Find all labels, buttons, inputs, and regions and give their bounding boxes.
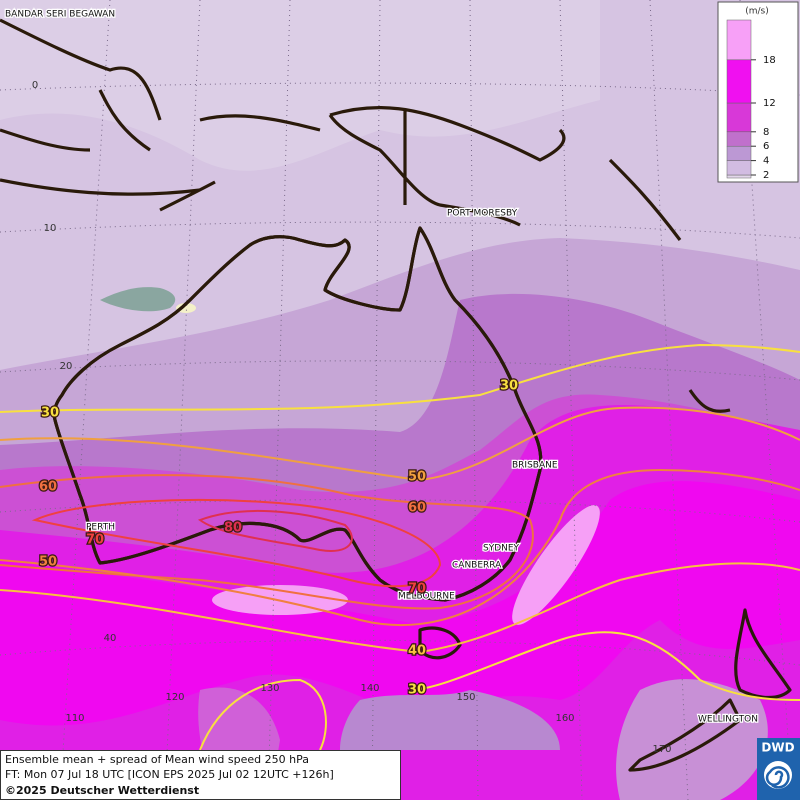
latitude-label: 20 [60, 361, 73, 372]
field-patch [0, 481, 800, 726]
field-patch [0, 0, 600, 171]
legend-swatch [726, 145, 752, 161]
field-patch [100, 287, 176, 312]
coastlines [0, 18, 792, 772]
footer-copyright: ©2025 Deutscher Wetterdienst [5, 784, 199, 797]
grid-labels: 0 10 20 40 110 120 130 140 150 160 170 [32, 80, 672, 755]
graticule-line [164, 0, 201, 800]
legend-tick-label: 4 [763, 156, 769, 167]
logo-swirl [765, 766, 790, 789]
legend-tick-label: 18 [763, 55, 776, 66]
legend-tick-label: 2 [763, 170, 769, 181]
longitude-label: 160 [555, 713, 574, 724]
contour-label: 40 [408, 644, 426, 659]
contour-label: 60 [408, 501, 426, 516]
field-patch [616, 679, 768, 800]
contour-label: 60 [39, 480, 57, 495]
coastline [418, 626, 462, 660]
place-label: BANDAR SERI BEGAWAN [5, 10, 115, 20]
legend-tick-label: 8 [763, 127, 769, 138]
contour-line [0, 468, 800, 627]
longitude-label: 120 [165, 692, 184, 703]
graticule-line [739, 0, 793, 800]
graticule-line [371, 0, 381, 800]
place-labels: BANDAR SERI BEGAWAN PORT MORESBY BRISBANE S… [4, 8, 759, 726]
footer: Ensemble mean + spread of Mean wind spee… [0, 750, 401, 800]
contour-label: 70 [86, 533, 104, 548]
place-label: CANBERRA [452, 561, 502, 571]
spread-patch [512, 505, 600, 625]
place-label: PERTH [86, 523, 115, 533]
contour-label: 30 [500, 379, 518, 394]
contour-label: 30 [41, 406, 59, 421]
contour-label: 80 [224, 521, 242, 536]
legend-tick-label: 12 [763, 98, 776, 109]
latitude-label: 40 [104, 633, 117, 644]
place-label: PORT MORESBY [447, 209, 518, 219]
legend-swatch [726, 174, 752, 179]
contour-label: 70 [408, 582, 426, 597]
place-label: WELLINGTON [698, 715, 758, 725]
longitude-label: 130 [260, 683, 279, 694]
footer-forecast-time: FT: Mon 07 Jul 18 UTC [ICON EPS 2025 Jul… [5, 768, 334, 781]
logo-text: DWD [761, 741, 794, 755]
footer-title: Ensemble mean + spread of Mean wind spee… [5, 753, 309, 766]
contour-line [0, 474, 534, 610]
legend: (m/s) 2 4 6 8 12 18 [717, 1, 799, 183]
contour-label: 50 [39, 555, 57, 570]
contour-line [197, 509, 353, 552]
graticule-line [0, 360, 800, 381]
legend-swatch [726, 102, 752, 133]
legend-swatch [726, 59, 752, 104]
contour-line [0, 406, 800, 482]
graticule-line [0, 221, 800, 239]
contour-line [31, 499, 442, 588]
place-label: BRISBANE [512, 461, 558, 471]
graticule-line [469, 0, 479, 800]
logo: DWD [757, 738, 800, 800]
legend-tick-label: 6 [763, 141, 769, 152]
longitude-label: 140 [360, 683, 379, 694]
place-label: MELBOURNE [398, 592, 455, 602]
longitude-label: 170 [652, 744, 671, 755]
logo-disc [764, 761, 792, 789]
longitude-label: 110 [65, 713, 84, 724]
graticule-line [0, 639, 800, 666]
legend-swatch [726, 160, 752, 176]
legend-swatch [726, 131, 752, 147]
latitude-label: 10 [44, 223, 57, 234]
coastline [628, 608, 792, 772]
contour-labels: 30 30 50 60 60 70 80 50 70 40 30 [38, 377, 520, 699]
contour-line [0, 343, 800, 413]
contours [0, 343, 800, 751]
contour-line [0, 562, 800, 654]
graticule-line [0, 82, 800, 96]
legend-swatch [726, 19, 752, 61]
field-patch [176, 303, 196, 313]
legend-unit: (m/s) [745, 7, 769, 17]
contour-label: 30 [408, 683, 426, 698]
latitude-label: 0 [32, 80, 38, 91]
coastline [328, 105, 566, 227]
graticule-line [267, 0, 291, 800]
field-patch [340, 690, 560, 750]
graticule-line [649, 0, 689, 800]
graticule-line [559, 0, 583, 800]
footer-box [0, 750, 401, 800]
graticule-line [59, 0, 111, 800]
contour-line [199, 631, 800, 751]
place-label: SYDNEY [483, 544, 520, 554]
longitude-label: 150 [456, 692, 475, 703]
graticule-line [0, 499, 800, 523]
contour-label: 50 [408, 470, 426, 485]
coastline [0, 18, 731, 413]
